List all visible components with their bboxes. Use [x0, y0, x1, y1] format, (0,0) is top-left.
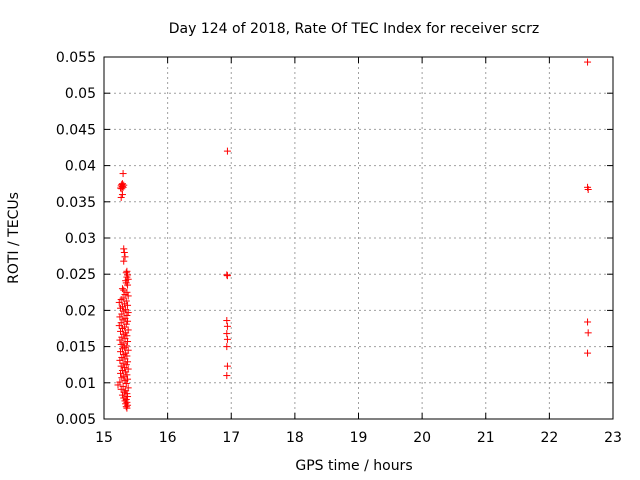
- data-point: [117, 340, 125, 348]
- x-tick-labels: 15 16 17 18 19 20 21 22 23: [95, 430, 622, 446]
- data-point: [116, 336, 124, 344]
- grid-lines: [103, 56, 614, 420]
- data-point: [120, 181, 128, 189]
- data-point: [122, 395, 130, 403]
- data-point: [223, 317, 231, 325]
- data-point: [118, 185, 126, 193]
- data-point: [124, 358, 132, 366]
- data-point: [116, 356, 124, 364]
- data-point: [223, 271, 231, 279]
- data-point: [584, 349, 592, 357]
- x-tick-label: 21: [477, 430, 495, 446]
- data-point: [118, 191, 126, 199]
- y-tick-label: 0.045: [56, 122, 96, 138]
- y-tick-label: 0.02: [65, 303, 96, 319]
- data-point: [121, 290, 129, 298]
- data-point: [223, 330, 231, 338]
- data-point: [119, 170, 127, 178]
- data-points: [114, 58, 592, 412]
- data-point: [124, 317, 132, 325]
- data-point: [124, 281, 132, 289]
- data-point: [123, 390, 131, 398]
- y-tick-label: 0.05: [65, 86, 96, 102]
- data-point: [223, 272, 231, 280]
- data-point: [117, 348, 125, 356]
- data-point: [117, 327, 125, 335]
- y-tick-label: 0.025: [56, 267, 96, 283]
- data-point: [121, 253, 129, 261]
- x-axis-label: GPS time / hours: [295, 458, 412, 474]
- data-point: [123, 404, 131, 412]
- data-point: [223, 362, 231, 370]
- data-point: [584, 58, 592, 66]
- data-point: [118, 391, 126, 399]
- x-tick-label: 23: [604, 430, 622, 446]
- data-point: [584, 329, 592, 337]
- y-tick-labels: 0.005 0.01 0.015 0.02 0.025 0.03 0.035 0.04 0.04…: [56, 50, 96, 428]
- y-axis-label: ROTI / TECUs: [6, 192, 22, 284]
- y-tick-label: 0.005: [56, 412, 96, 428]
- chart-title: Day 124 of 2018, Rate Of TEC Index for r…: [169, 21, 539, 37]
- data-point: [584, 185, 592, 193]
- data-point: [117, 184, 125, 192]
- data-point: [121, 377, 129, 385]
- data-point: [117, 362, 125, 370]
- data-point: [124, 401, 132, 409]
- y-tick-label: 0.055: [56, 50, 96, 66]
- data-point: [118, 374, 126, 382]
- data-point: [223, 322, 231, 330]
- y-tick-label: 0.015: [56, 340, 96, 356]
- data-point: [223, 372, 231, 380]
- data-point: [223, 147, 231, 155]
- data-point: [124, 292, 132, 300]
- y-tick-label: 0.01: [65, 376, 96, 392]
- data-point: [120, 257, 128, 265]
- data-point: [124, 309, 132, 317]
- data-point: [223, 335, 231, 343]
- data-point: [122, 380, 130, 388]
- data-point: [122, 368, 130, 376]
- data-point: [123, 371, 131, 379]
- data-point: [223, 343, 231, 351]
- data-point: [118, 285, 126, 293]
- data-point: [124, 301, 132, 309]
- x-tick-label: 20: [413, 430, 431, 446]
- data-point: [120, 248, 128, 256]
- x-tick-label: 16: [159, 430, 177, 446]
- data-point: [117, 193, 125, 201]
- data-point: [118, 180, 126, 188]
- data-point: [584, 318, 592, 326]
- x-tick-label: 17: [222, 430, 240, 446]
- data-point: [117, 304, 125, 312]
- data-point: [124, 338, 132, 346]
- data-point: [115, 322, 123, 330]
- x-tick-label: 19: [350, 430, 368, 446]
- x-tick-label: 15: [95, 430, 113, 446]
- data-point: [114, 381, 122, 389]
- data-point: [116, 313, 124, 321]
- y-tick-label: 0.035: [56, 195, 96, 211]
- data-point: [124, 393, 132, 401]
- y-tick-label: 0.04: [65, 159, 96, 175]
- data-point: [117, 385, 125, 393]
- x-tick-label: 22: [540, 430, 558, 446]
- data-point: [122, 387, 130, 395]
- data-point: [117, 369, 125, 377]
- plot-frame: [103, 56, 614, 420]
- data-point: [120, 245, 128, 253]
- x-tick-label: 18: [286, 430, 304, 446]
- data-point: [122, 403, 130, 411]
- data-point: [115, 298, 123, 306]
- y-tick-label: 0.03: [65, 231, 96, 247]
